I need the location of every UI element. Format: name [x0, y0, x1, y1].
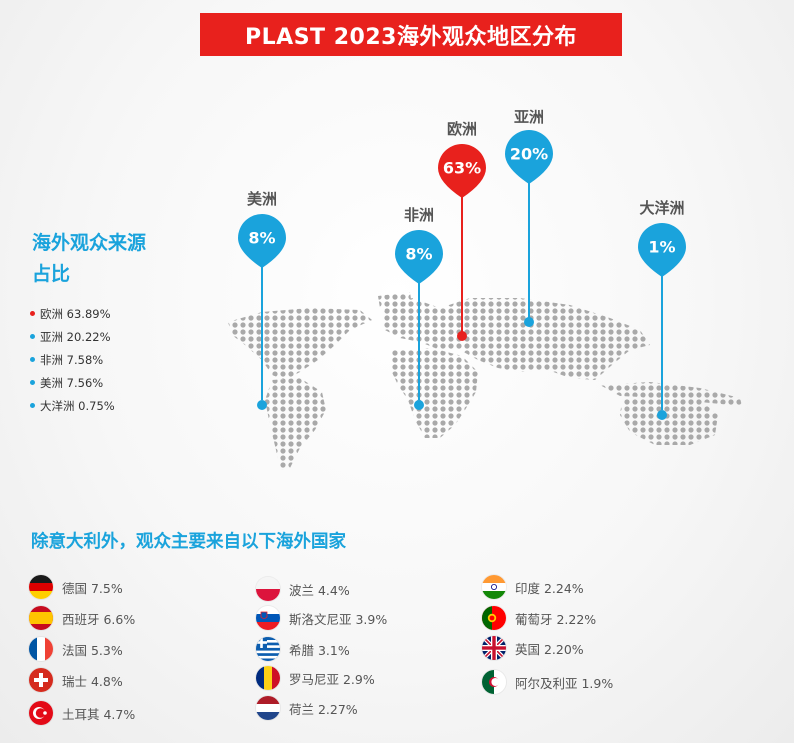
legend-item-oceania: 大洋洲 0.75%: [30, 394, 115, 417]
share-legend: 欧洲 63.89% 亚洲 20.22% 非洲 7.58% 美洲 7.56% 大洋…: [30, 302, 115, 417]
oceania-pin-base: [657, 410, 667, 420]
pin-stems: [257, 172, 667, 420]
country-label: 阿尔及利亚 1.9%: [515, 675, 614, 691]
legend-item-america: 美洲 7.56%: [30, 371, 115, 394]
legend-label: 大洋洲 0.75%: [40, 398, 115, 413]
legend-dot: [30, 403, 35, 408]
country-portugal: 葡萄牙 2.22%: [482, 606, 596, 630]
country-label: 荷兰 2.27%: [289, 701, 358, 717]
pin-label-africa: 非洲: [403, 206, 435, 224]
country-label: 德国 7.5%: [62, 580, 123, 596]
legend-dot: [30, 311, 35, 316]
share-title: 海外观众来源 占比: [32, 228, 146, 290]
greenland-shape: [378, 292, 412, 314]
turkey-flag-icon: [29, 701, 53, 725]
country-spain: 西班牙 6.6%: [29, 606, 135, 630]
country-label: 印度 2.24%: [515, 580, 584, 596]
country-label: 罗马尼亚 2.9%: [289, 671, 375, 687]
country-label: 英国 2.20%: [515, 641, 584, 657]
uk-flag-icon: [482, 636, 506, 660]
legend-label: 欧洲 63.89%: [40, 306, 111, 321]
pin-label-oceania: 大洋洲: [639, 199, 685, 217]
page-title: PLAST 2023海外观众地区分布: [200, 13, 622, 56]
legend-label: 美洲 7.56%: [40, 375, 104, 390]
pin-value-africa: 8%: [405, 244, 433, 264]
country-label: 法国 5.3%: [62, 642, 123, 658]
country-greece: 希腊 3.1%: [256, 637, 350, 661]
america-pin-base: [257, 400, 267, 410]
country-label: 葡萄牙 2.22%: [515, 611, 597, 627]
world-map: [228, 130, 742, 470]
australia-shape: [620, 395, 718, 445]
legend-item-europe: 欧洲 63.89%: [30, 302, 115, 325]
country-label: 西班牙 6.6%: [62, 611, 136, 627]
share-title-line2: 占比: [32, 263, 71, 285]
legend-dot: [30, 334, 35, 339]
country-label: 希腊 3.1%: [289, 642, 350, 658]
france-flag-icon: [29, 637, 53, 661]
country-label: 土耳其 4.7%: [62, 706, 136, 722]
legend-item-asia: 亚洲 20.22%: [30, 325, 115, 348]
algeria-flag-icon: [482, 670, 506, 694]
countries-title: 除意大利外，观众主要来自以下海外国家: [31, 532, 346, 552]
pin-heads: [238, 130, 686, 284]
se-asia-shape: [600, 382, 742, 406]
pin-label-europe: 欧洲: [446, 120, 478, 138]
country-slovenia: 斯洛文尼亚 3.9%: [256, 606, 387, 630]
pin-value-asia: 20%: [509, 144, 549, 164]
country-label: 瑞士 4.8%: [62, 673, 123, 689]
romania-flag-icon: [256, 666, 280, 690]
america-pin-head: [238, 214, 286, 268]
north-america-shape: [228, 308, 372, 380]
portugal-flag-icon: [482, 606, 506, 630]
country-algeria: 阿尔及利亚 1.9%: [482, 670, 613, 694]
greece-flag-icon: [256, 637, 280, 661]
asia-pin-base: [524, 317, 534, 327]
asia-pin-head: [505, 130, 553, 184]
continent-shapes: [228, 292, 742, 470]
spain-flag-icon: [29, 606, 53, 630]
country-turkey: 土耳其 4.7%: [29, 701, 135, 725]
pin-label-asia: 亚洲: [513, 108, 545, 126]
pin-value-america: 8%: [248, 228, 276, 248]
legend-dot: [30, 357, 35, 362]
country-romania: 罗马尼亚 2.9%: [256, 666, 375, 690]
oceania-pin-head: [638, 223, 686, 277]
country-uk: 英国 2.20%: [482, 636, 584, 660]
netherlands-flag-icon: [256, 696, 280, 720]
poland-flag-icon: [256, 577, 280, 601]
slovenia-flag-icon: [256, 606, 280, 630]
country-label: 波兰 4.4%: [289, 582, 350, 598]
country-label: 斯洛文尼亚 3.9%: [289, 611, 388, 627]
south-america-shape: [265, 378, 326, 470]
country-switzerland: 瑞士 4.8%: [29, 668, 123, 692]
country-netherlands: 荷兰 2.27%: [256, 696, 358, 720]
share-title-line1: 海外观众来源: [32, 232, 147, 254]
pin-label-america: 美洲: [246, 190, 278, 208]
country-india: 印度 2.24%: [482, 575, 584, 599]
africa-shape: [390, 348, 478, 438]
africa-pin-base: [414, 400, 424, 410]
india-flag-icon: [482, 575, 506, 599]
eurasia-shape: [382, 298, 650, 380]
legend-dot: [30, 380, 35, 385]
europe-pin-base: [457, 331, 467, 341]
country-germany: 德国 7.5%: [29, 575, 123, 599]
africa-pin-head: [395, 230, 443, 284]
switzerland-flag-icon: [29, 668, 53, 692]
legend-label: 非洲 7.58%: [40, 352, 104, 367]
legend-item-africa: 非洲 7.58%: [30, 348, 115, 371]
europe-pin-head: [438, 144, 486, 198]
country-poland: 波兰 4.4%: [256, 577, 350, 601]
legend-label: 亚洲 20.22%: [40, 329, 111, 344]
germany-flag-icon: [29, 575, 53, 599]
country-france: 法国 5.3%: [29, 637, 123, 661]
pin-value-europe: 63%: [442, 158, 482, 178]
pin-value-oceania: 1%: [648, 237, 676, 257]
